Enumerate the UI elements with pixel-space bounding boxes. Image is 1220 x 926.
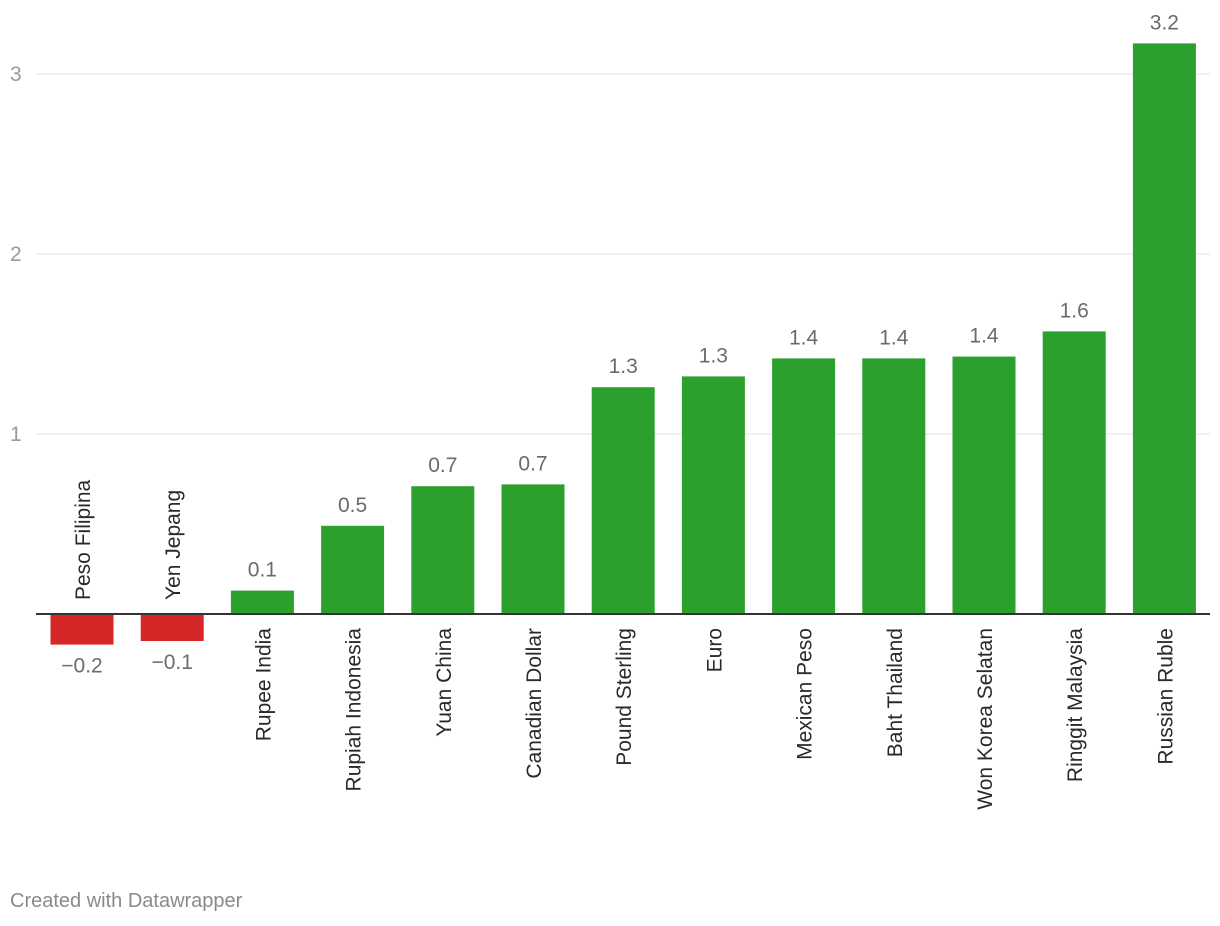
value-label: −0.2 bbox=[61, 655, 102, 678]
footer-credit: Created with Datawrapper bbox=[10, 890, 243, 912]
category-label: Ringgit Malaysia bbox=[1064, 628, 1087, 782]
bar bbox=[1042, 331, 1106, 614]
category-label: Mexican Peso bbox=[794, 628, 817, 760]
value-label: 1.4 bbox=[789, 326, 819, 349]
y-tick-label: 3 bbox=[10, 63, 22, 86]
y-tick-label: 1 bbox=[10, 423, 22, 446]
bar bbox=[140, 614, 204, 641]
bar bbox=[772, 358, 836, 614]
value-label: 1.4 bbox=[879, 326, 909, 349]
bar bbox=[862, 358, 926, 614]
value-label: 1.3 bbox=[609, 355, 638, 378]
bar-chart: 1 2 3 −0.2 Peso Filipina −0.1 Yen Jepang 0.1 Rup… bbox=[10, 11, 1210, 810]
value-label: −0.1 bbox=[151, 651, 192, 674]
category-label: Rupee India bbox=[252, 628, 275, 742]
category-label: Euro bbox=[703, 628, 726, 672]
bar bbox=[501, 484, 565, 614]
bar bbox=[321, 525, 385, 614]
category-label: Baht Thailand bbox=[884, 628, 907, 757]
value-label: 0.7 bbox=[428, 454, 457, 477]
category-label: Yuan China bbox=[433, 628, 456, 737]
bar bbox=[50, 614, 114, 645]
value-label: 0.7 bbox=[518, 452, 547, 475]
value-label: 0.5 bbox=[338, 494, 367, 517]
category-label: Pound Sterling bbox=[613, 628, 636, 766]
value-label: 3.2 bbox=[1150, 11, 1179, 34]
value-label: 1.4 bbox=[969, 325, 999, 348]
category-label: Rupiah Indonesia bbox=[343, 628, 366, 792]
category-label: Won Korea Selatan bbox=[974, 628, 997, 810]
bar bbox=[591, 387, 655, 614]
gridlines bbox=[36, 73, 1210, 435]
bar bbox=[681, 376, 745, 614]
bar bbox=[230, 590, 294, 614]
category-label: Yen Jepang bbox=[162, 490, 185, 600]
bars bbox=[50, 43, 1196, 645]
value-label: 0.1 bbox=[248, 559, 277, 582]
labels: 1 2 3 −0.2 Peso Filipina −0.1 Yen Jepang 0.1 Rup… bbox=[10, 11, 1179, 809]
value-label: 1.6 bbox=[1060, 299, 1089, 322]
category-label: Canadian Dollar bbox=[523, 628, 546, 779]
bar bbox=[952, 356, 1016, 614]
value-label: 1.3 bbox=[699, 344, 728, 367]
category-label: Peso Filipina bbox=[72, 479, 95, 600]
bar bbox=[1132, 43, 1196, 614]
category-label: Russian Ruble bbox=[1154, 628, 1177, 765]
bar bbox=[411, 486, 475, 614]
y-tick-label: 2 bbox=[10, 243, 22, 266]
